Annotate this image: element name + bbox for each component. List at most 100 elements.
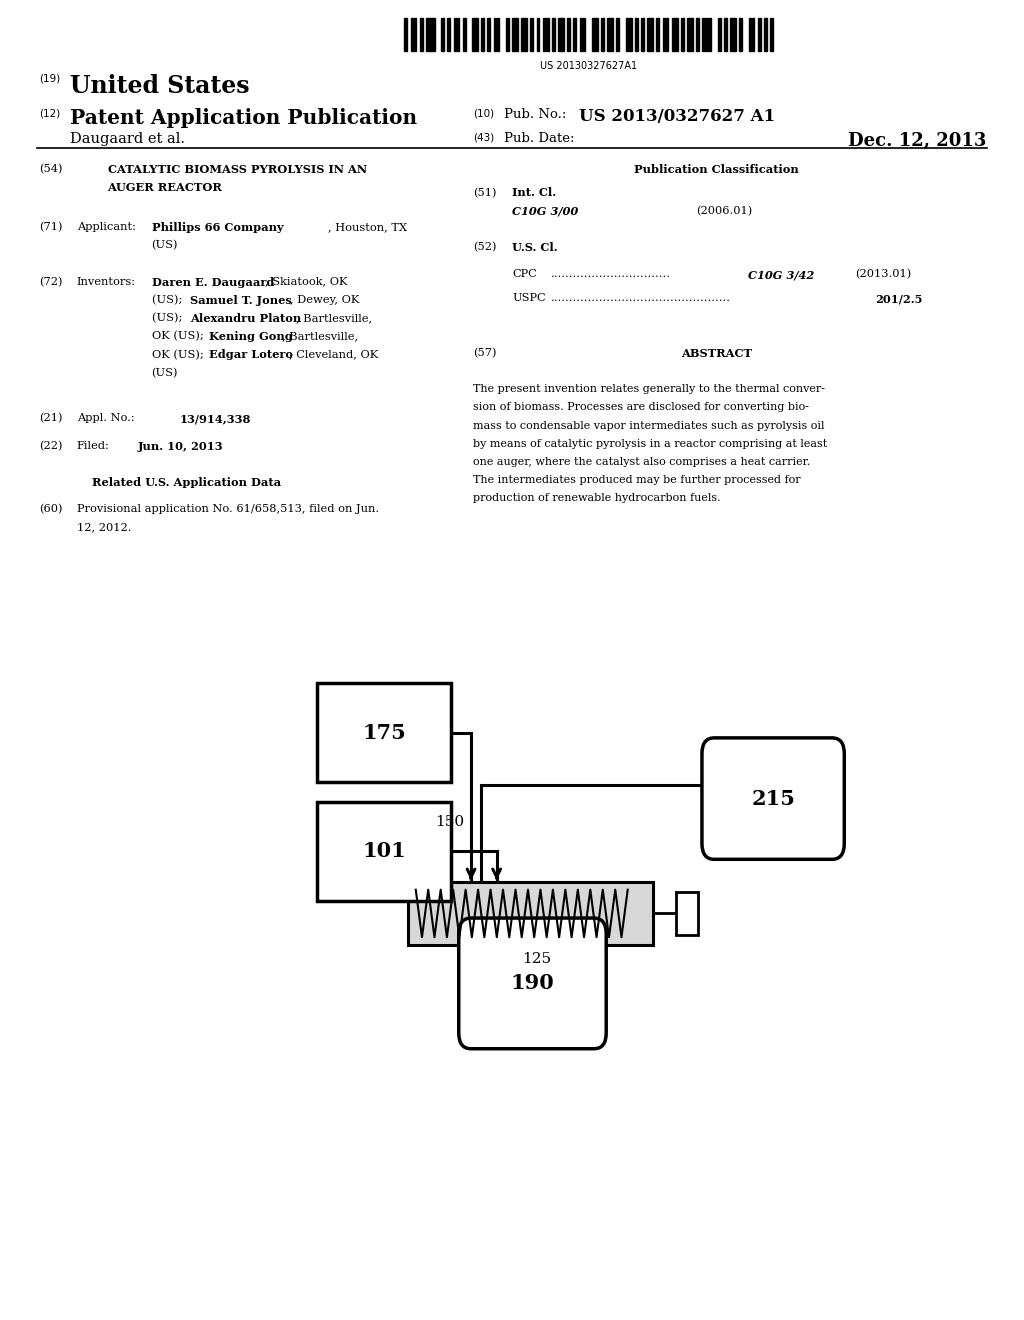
Text: mass to condensable vapor intermediates such as pyrolysis oil: mass to condensable vapor intermediates … xyxy=(473,421,824,430)
Bar xyxy=(733,17,736,50)
Text: Provisional application No. 61/658,513, filed on Jun.: Provisional application No. 61/658,513, … xyxy=(77,504,379,515)
Text: Daren E. Daugaard: Daren E. Daugaard xyxy=(152,277,274,288)
Text: (US): (US) xyxy=(152,240,178,251)
Bar xyxy=(494,17,497,50)
Text: 125: 125 xyxy=(522,952,551,966)
Bar xyxy=(454,17,457,50)
Bar xyxy=(690,17,693,50)
Bar xyxy=(724,17,727,50)
Text: OK (US);: OK (US); xyxy=(152,350,207,360)
Bar xyxy=(770,17,773,50)
Bar xyxy=(730,17,733,50)
Bar xyxy=(524,17,527,50)
Bar xyxy=(663,17,666,50)
Bar xyxy=(666,17,669,50)
Text: Related U.S. Application Data: Related U.S. Application Data xyxy=(92,477,282,488)
Text: , Skiatook, OK: , Skiatook, OK xyxy=(265,277,347,286)
Bar xyxy=(595,17,598,50)
Text: CPC: CPC xyxy=(512,269,537,280)
Bar xyxy=(706,17,709,50)
Text: Int. Cl.: Int. Cl. xyxy=(512,187,556,198)
Bar xyxy=(681,17,684,50)
Text: Applicant:: Applicant: xyxy=(77,222,135,232)
Text: 215: 215 xyxy=(752,788,795,809)
Bar xyxy=(573,17,577,50)
Text: 190: 190 xyxy=(511,973,554,994)
Text: (51): (51) xyxy=(473,187,497,198)
Text: The present invention relates generally to the thermal conver-: The present invention relates generally … xyxy=(473,384,825,395)
Bar xyxy=(472,17,475,50)
Text: (57): (57) xyxy=(473,347,497,358)
Text: U.S. Cl.: U.S. Cl. xyxy=(512,242,558,253)
Bar xyxy=(739,17,742,50)
Bar xyxy=(601,17,604,50)
Bar xyxy=(317,801,451,900)
Text: (10): (10) xyxy=(473,108,495,119)
Text: (21): (21) xyxy=(39,413,62,424)
Text: C10G 3/00: C10G 3/00 xyxy=(512,206,579,216)
Bar xyxy=(758,17,761,50)
Bar xyxy=(447,17,451,50)
Bar xyxy=(481,17,484,50)
Bar xyxy=(537,17,540,50)
Bar xyxy=(414,17,417,50)
Text: production of renewable hydrocarbon fuels.: production of renewable hydrocarbon fuel… xyxy=(473,494,721,503)
Text: (US): (US) xyxy=(152,368,178,378)
Bar xyxy=(408,882,653,945)
Text: (43): (43) xyxy=(473,132,495,143)
Text: Inventors:: Inventors: xyxy=(77,277,136,286)
Text: , Cleveland, OK: , Cleveland, OK xyxy=(289,350,378,359)
Text: Edgar Lotero: Edgar Lotero xyxy=(209,350,293,360)
Text: C10G 3/42: C10G 3/42 xyxy=(748,269,814,280)
Text: ................................: ................................ xyxy=(551,269,671,280)
Bar xyxy=(764,17,767,50)
Bar xyxy=(752,17,755,50)
Bar xyxy=(530,17,534,50)
Bar xyxy=(592,17,595,50)
Bar xyxy=(696,17,699,50)
Bar xyxy=(749,17,752,50)
Text: Patent Application Publication: Patent Application Publication xyxy=(70,108,417,128)
Text: US 20130327627A1: US 20130327627A1 xyxy=(541,61,637,71)
Text: AUGER REACTOR: AUGER REACTOR xyxy=(108,182,222,193)
Bar xyxy=(687,17,690,50)
Bar xyxy=(675,17,678,50)
Bar xyxy=(558,17,561,50)
Text: 150: 150 xyxy=(435,814,464,829)
Bar xyxy=(475,17,478,50)
Bar xyxy=(561,17,564,50)
Text: , Dewey, OK: , Dewey, OK xyxy=(290,294,359,305)
Text: Kening Gong: Kening Gong xyxy=(209,331,293,342)
Text: (19): (19) xyxy=(39,74,60,84)
Bar xyxy=(420,17,423,50)
Bar xyxy=(647,17,650,50)
Text: (52): (52) xyxy=(473,242,497,252)
Bar xyxy=(641,17,644,50)
Text: , Houston, TX: , Houston, TX xyxy=(328,222,407,232)
Text: (22): (22) xyxy=(39,441,62,451)
Text: Pub. No.:: Pub. No.: xyxy=(504,108,566,121)
Text: , Bartlesville,: , Bartlesville, xyxy=(282,331,358,342)
Text: sion of biomass. Processes are disclosed for converting bio-: sion of biomass. Processes are disclosed… xyxy=(473,403,809,412)
Text: USPC: USPC xyxy=(512,293,546,304)
Text: Jun. 10, 2013: Jun. 10, 2013 xyxy=(138,441,224,451)
Bar xyxy=(429,17,432,50)
Text: Alexandru Platon: Alexandru Platon xyxy=(189,313,301,323)
Bar xyxy=(512,17,515,50)
Bar xyxy=(426,17,429,50)
Bar xyxy=(404,17,408,50)
Bar xyxy=(635,17,638,50)
Bar xyxy=(411,17,414,50)
Text: United States: United States xyxy=(70,74,249,98)
Text: (60): (60) xyxy=(39,504,62,515)
Bar xyxy=(610,17,613,50)
Bar xyxy=(317,682,451,781)
Text: OK (US);: OK (US); xyxy=(152,331,207,342)
Bar xyxy=(441,17,444,50)
Bar xyxy=(676,892,698,935)
Bar xyxy=(718,17,721,50)
Bar xyxy=(515,17,518,50)
Text: Phillips 66 Company: Phillips 66 Company xyxy=(152,222,284,232)
Bar xyxy=(616,17,620,50)
Bar xyxy=(702,17,706,50)
